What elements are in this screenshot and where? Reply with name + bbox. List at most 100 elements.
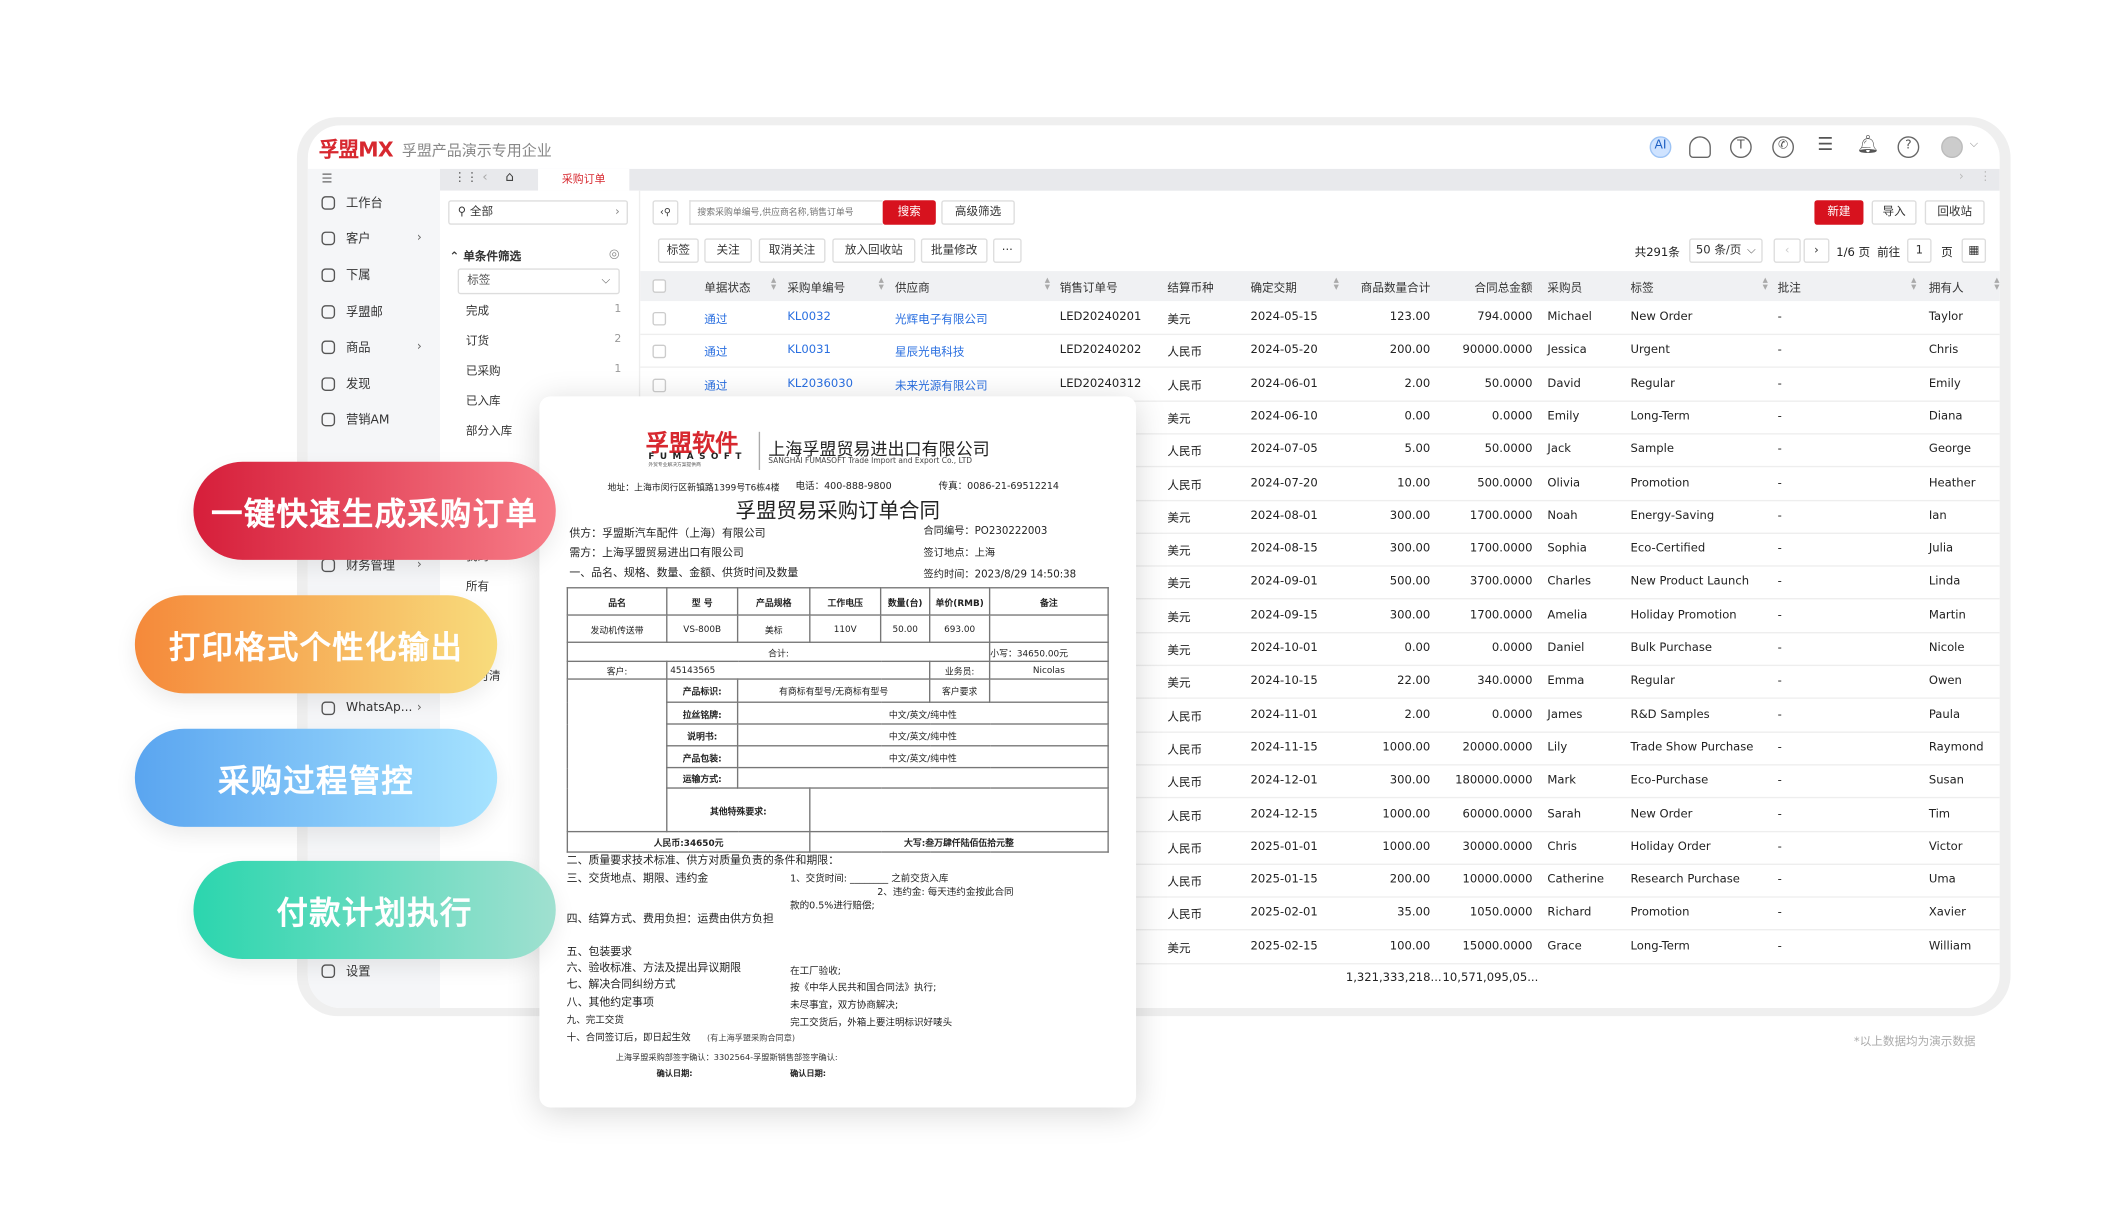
sidebar-item-1[interactable]: 客户 ›	[321, 229, 422, 247]
tag-dropdown[interactable]: 标签 ⌵	[457, 268, 620, 295]
row-divider	[640, 598, 2000, 600]
filter-settings-icon[interactable]: ◎	[608, 247, 620, 262]
chevron-down-icon[interactable]: ⌵	[1969, 137, 1978, 150]
cell-po[interactable]: KL0032	[787, 310, 831, 325]
sidebar-item-2[interactable]: 下属	[321, 266, 371, 283]
column-header-cur[interactable]: 结算币种	[1167, 281, 1214, 296]
prev-page-button[interactable]: ‹	[1773, 238, 1801, 263]
cell-amt: 15000.0000	[1462, 939, 1533, 954]
doc-col-header: 产品规格	[736, 587, 811, 616]
cell-status[interactable]: 通过	[704, 346, 728, 361]
sort-icon[interactable]: ▲ ▼	[1762, 276, 1768, 292]
filter-item[interactable]: 已采购	[465, 365, 501, 379]
sort-icon[interactable]: ▲ ▼	[1911, 276, 1917, 292]
column-header-so[interactable]: 销售订单号	[1059, 281, 1118, 296]
headset-icon[interactable]	[1689, 136, 1711, 159]
menu-collapse-icon[interactable]: ☰	[321, 172, 333, 187]
app-logo[interactable]: 孚盟MX	[318, 137, 394, 163]
cell-tag: New Order	[1630, 310, 1693, 325]
sidebar-item-9[interactable]: 设置	[321, 962, 371, 979]
ai-assistant-icon[interactable]: AI	[1649, 136, 1672, 159]
advanced-filter-button[interactable]: 高级筛选	[941, 200, 1015, 225]
whatsapp-icon[interactable]: ✆	[1772, 136, 1794, 159]
cell-buyer: David	[1547, 376, 1581, 391]
new-button[interactable]: 新建	[1814, 200, 1864, 225]
row-checkbox[interactable]	[652, 311, 667, 326]
sort-icon[interactable]: ▲ ▼	[878, 276, 884, 292]
cell-buyer: Mark	[1547, 773, 1576, 788]
sidebar-item-0[interactable]: 工作台	[321, 193, 383, 211]
sort-icon[interactable]: ▲ ▼	[1333, 276, 1339, 292]
action-button-1[interactable]: 关注	[704, 238, 752, 263]
action-button-3[interactable]: 放入回收站	[832, 238, 916, 263]
action-button-2[interactable]: 取消关注	[758, 238, 826, 263]
recycle-bin-button[interactable]: 回收站	[1924, 200, 1985, 225]
cell-owner: Martin	[1928, 608, 1966, 623]
more-vertical-icon[interactable]: ⋮	[1979, 170, 1992, 184]
sidebar-item-6[interactable]: 营销AM	[321, 410, 389, 428]
action-button-4[interactable]: 批量修改	[920, 238, 988, 263]
column-header-tag[interactable]: 标签	[1630, 281, 1654, 296]
scope-selector[interactable]: ⚲ 全部 ›	[448, 200, 628, 225]
column-header-amt[interactable]: 合同总金额	[1474, 281, 1533, 296]
filter-section-toggle[interactable]: ⌃ 单条件筛选	[450, 248, 522, 265]
import-button[interactable]: 导入	[1871, 200, 1917, 225]
page-input[interactable]: 1	[1907, 238, 1932, 263]
help-icon[interactable]: ?	[1897, 136, 1920, 159]
cell-supplier[interactable]: 星辰光电科技	[894, 346, 965, 361]
cell-status[interactable]: 通过	[704, 313, 728, 327]
column-header-date[interactable]: 确定交期	[1250, 281, 1297, 296]
sidebar-item-8[interactable]: WhatsAp... ›	[321, 701, 422, 716]
cell-amt: 50.0000	[1484, 376, 1533, 391]
tab-purchase-order[interactable]: 采购订单	[538, 168, 630, 191]
sort-icon[interactable]: ▲ ▼	[1044, 276, 1051, 292]
row-divider	[640, 863, 2000, 865]
page-size-select[interactable]: 50 条/页 ⌵	[1689, 238, 1763, 263]
column-header-buyer[interactable]: 采购员	[1547, 281, 1583, 296]
next-page-button[interactable]: ›	[1803, 238, 1830, 263]
filter-item[interactable]: 已入库	[465, 395, 501, 409]
cell-status[interactable]: 通过	[704, 379, 728, 394]
avatar-icon[interactable]	[1941, 136, 1963, 159]
sort-icon[interactable]: ▲ ▼	[770, 276, 777, 292]
filter-item[interactable]: 订货	[465, 335, 490, 349]
sidebar-item-5[interactable]: 发现	[321, 375, 371, 392]
cell-so: LED20240202	[1059, 343, 1142, 358]
search-input[interactable]	[689, 200, 883, 225]
cell-amt: 0.0000	[1491, 409, 1533, 424]
cell-po[interactable]: KL0031	[787, 343, 831, 358]
filter-item-payment[interactable]: 所有	[465, 580, 490, 594]
column-header-qty[interactable]: 商品数量合计	[1360, 281, 1431, 296]
action-button-5[interactable]: ···	[993, 238, 1022, 263]
column-header-status[interactable]: 单据状态	[704, 281, 751, 296]
sidebar-item-4[interactable]: 商品 ›	[321, 338, 422, 356]
filter-item[interactable]: 完成	[465, 305, 490, 319]
t-icon[interactable]: T	[1729, 136, 1752, 159]
bell-icon[interactable]: 🔔︎	[1856, 134, 1880, 156]
sidebar-item-3[interactable]: 孚盟邮	[321, 302, 383, 321]
cell-po[interactable]: KL2036030	[787, 376, 853, 391]
cell-supplier[interactable]: 未来光源有限公司	[894, 379, 988, 394]
cell-buyer: Michael	[1547, 310, 1592, 325]
search-button[interactable]: 搜索	[882, 200, 936, 225]
column-header-owner[interactable]: 拥有人	[1928, 281, 1964, 296]
tab-scroll-right-icon[interactable]: ›	[1958, 170, 1964, 184]
column-header-supplier[interactable]: 供应商	[894, 281, 930, 296]
row-checkbox[interactable]	[652, 378, 667, 392]
row-checkbox[interactable]	[652, 345, 667, 359]
back-icon[interactable]: ‹	[482, 170, 488, 186]
filter-item[interactable]: 部分入库	[465, 425, 513, 439]
cell-cur: 美元	[1167, 644, 1191, 658]
column-header-note[interactable]: 批注	[1777, 281, 1801, 296]
select-all-checkbox[interactable]	[652, 279, 667, 293]
sort-icon[interactable]: ▲ ▼	[1994, 276, 2000, 292]
apps-grid-icon[interactable]: ⋮⋮	[453, 171, 479, 186]
column-header-po[interactable]: 采购单编号	[787, 281, 846, 296]
cell-supplier[interactable]: 光辉电子有限公司	[894, 313, 988, 327]
home-icon[interactable]: ⌂	[505, 170, 515, 186]
action-button-0[interactable]: 标签	[657, 238, 699, 263]
contact-filter-button[interactable]: ‹⚲	[652, 200, 679, 225]
column-settings-icon[interactable]: ▦	[1961, 238, 1987, 263]
sidebar-item-label: 孚盟邮	[345, 306, 383, 321]
schedule-icon[interactable]: ☰	[1817, 134, 1834, 156]
